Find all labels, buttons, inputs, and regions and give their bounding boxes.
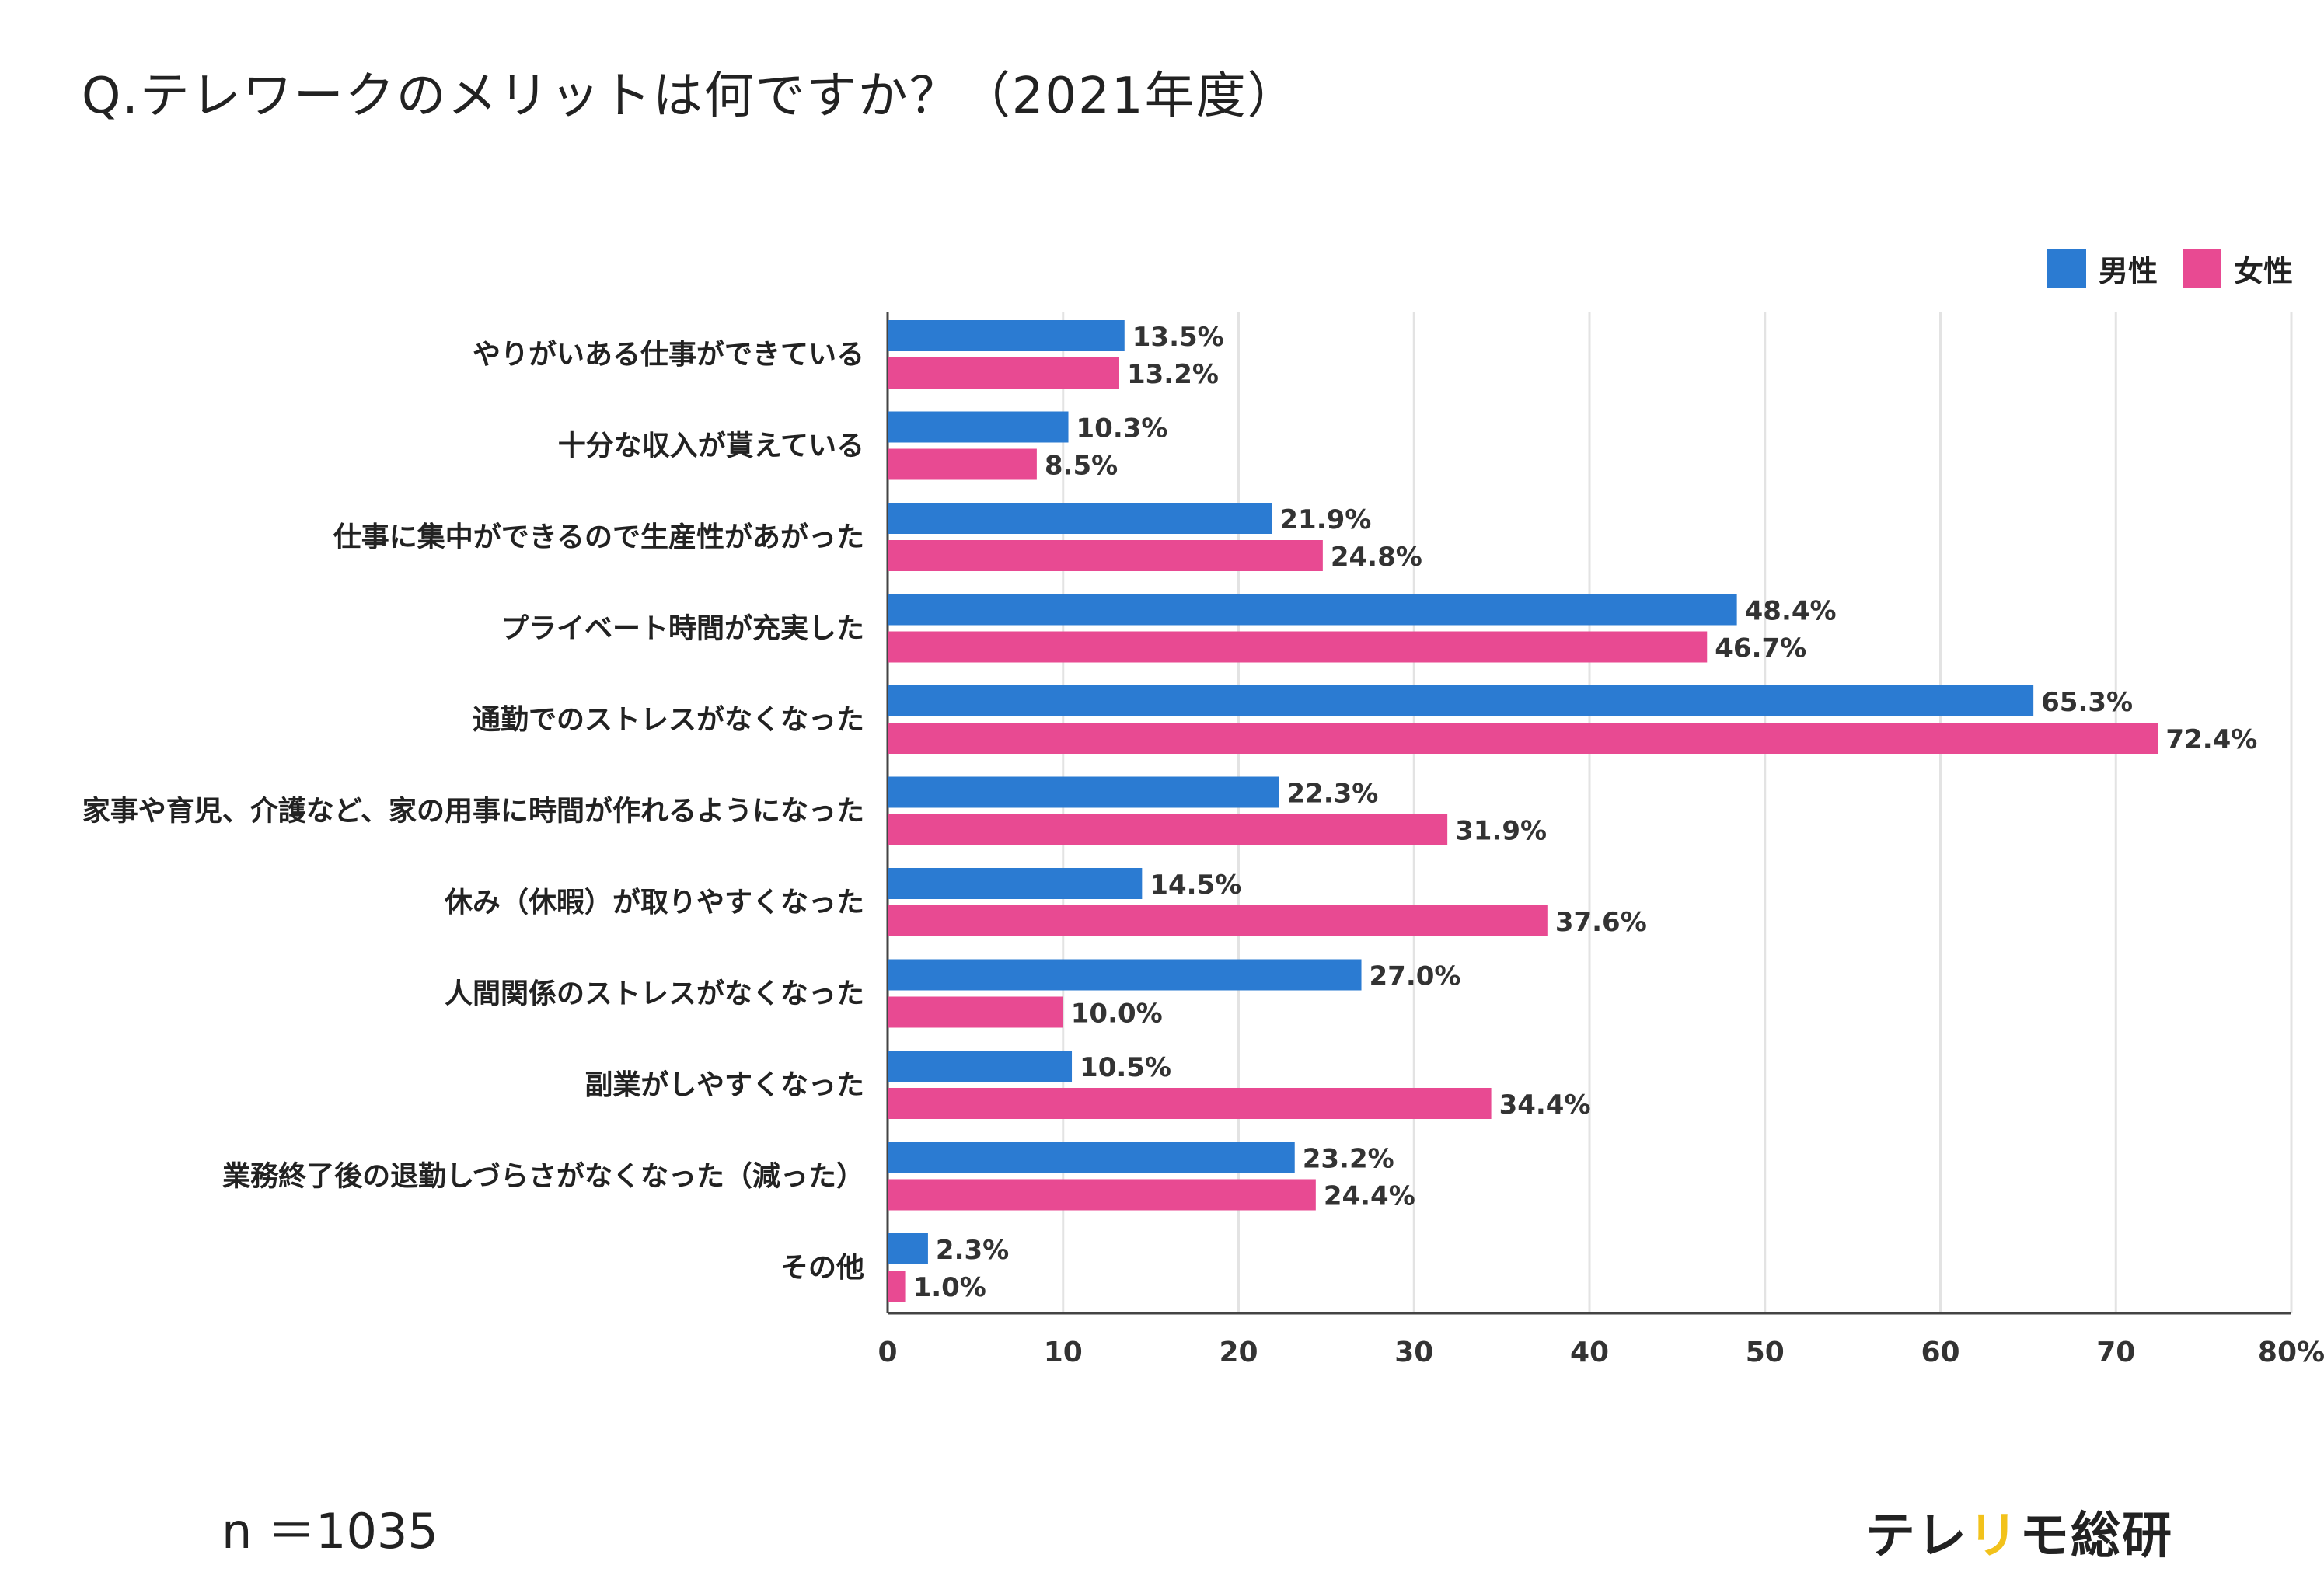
x-tick-label: 40 [1570, 1337, 1609, 1368]
data-label-female: 46.7% [1715, 633, 1806, 664]
data-label-male: 2.3% [936, 1235, 1009, 1266]
data-label-male: 65.3% [2041, 687, 2133, 718]
bar-female [888, 996, 1063, 1028]
bar-male [888, 411, 1069, 443]
bar-male [888, 503, 1272, 534]
category-label: 家事や育児、介護など、家の用事に時間が作れるようになった [82, 796, 864, 828]
category-label: やりがいある仕事ができている [473, 339, 864, 371]
category-label: 十分な収入が貰えている [558, 430, 864, 462]
x-tick-label: 10 [1044, 1337, 1083, 1368]
bar-female [888, 905, 1548, 936]
legend-item-male: 男性 [2047, 247, 2158, 290]
data-label-male: 21.9% [1279, 504, 1371, 535]
data-label-male: 10.3% [1077, 413, 1168, 444]
bar-male [888, 1233, 928, 1264]
brand-text-accent: リ [1968, 1508, 2019, 1565]
legend-item-female: 女性 [2182, 247, 2293, 290]
data-label-female: 8.5% [1045, 451, 1118, 482]
bar-female [888, 1179, 1316, 1211]
category-label: 仕事に集中ができるので生産性があがった [333, 521, 864, 553]
x-tick-label: 20 [1219, 1337, 1258, 1368]
data-label-female: 24.8% [1331, 542, 1422, 573]
data-label-male: 27.0% [1370, 961, 1461, 992]
x-tick-label: 80% [2258, 1337, 2324, 1368]
data-label-female: 31.9% [1455, 816, 1547, 847]
bar-male [888, 776, 1279, 808]
bar-male [888, 1051, 1073, 1082]
data-label-female: 24.4% [1324, 1181, 1415, 1212]
bar-female [888, 723, 2158, 754]
data-label-female: 1.0% [913, 1272, 986, 1303]
data-label-female: 37.6% [1555, 907, 1647, 938]
category-label: 業務終了後の退勤しづらさがなくなった（減った） [222, 1161, 864, 1193]
bar-female [888, 1088, 1492, 1119]
bar-female [888, 357, 1119, 389]
category-label: 副業がしやすくなった [584, 1069, 864, 1101]
category-label: 通勤でのストレスがなくなった [473, 704, 864, 736]
bar-female [888, 814, 1448, 845]
bar-female [888, 631, 1708, 663]
data-label-male: 14.5% [1150, 870, 1241, 901]
category-label: その他 [780, 1252, 864, 1284]
legend-swatch-female [2182, 249, 2221, 288]
bar-male [888, 868, 1143, 899]
bar-female [888, 448, 1037, 480]
data-label-male: 13.5% [1132, 322, 1224, 353]
x-tick-label: 70 [2096, 1337, 2135, 1368]
brand-text-part1: テレ [1865, 1508, 1968, 1565]
data-label-female: 72.4% [2165, 724, 2257, 755]
bar-male [888, 594, 1737, 626]
sample-size: n ＝1035 [222, 1503, 438, 1560]
x-tick-label: 50 [1746, 1337, 1785, 1368]
bar-male [888, 685, 2034, 716]
data-label-male: 48.4% [1745, 596, 1837, 627]
x-tick-label: 0 [878, 1337, 897, 1368]
legend-label-female: 女性 [2233, 254, 2293, 288]
chart-legend: 男性 女性 [2033, 247, 2293, 290]
bar-chart: 0 10 20 30 40 50 60 70 80% やりがいある仕事ができている 13.5% 13.… [82, 312, 2324, 1368]
data-label-female: 34.4% [1499, 1089, 1591, 1121]
data-label-female: 10.0% [1071, 999, 1163, 1030]
category-label: 人間関係のストレスがなくなった [445, 978, 864, 1010]
bar-male [888, 320, 1125, 351]
bar-male [888, 1142, 1295, 1173]
bar-female [888, 1271, 906, 1302]
brand-text-part2: モ総研 [2019, 1508, 2173, 1565]
page-title: Q.テレワークのメリットは何ですか？（2021年度） [82, 68, 1299, 125]
brand-logo: テレリモ総研 [1865, 1496, 2173, 1567]
legend-label-male: 男性 [2098, 254, 2158, 288]
category-label: 休み（休暇）が取りやすくなった [444, 887, 864, 919]
data-label-male: 23.2% [1303, 1144, 1394, 1175]
data-label-male: 22.3% [1286, 779, 1378, 810]
category-label: プライベート時間が充実した [501, 613, 864, 645]
x-tick-label: 60 [1921, 1337, 1959, 1368]
x-tick-label: 30 [1394, 1337, 1433, 1368]
legend-swatch-male [2047, 249, 2086, 288]
bar-female [888, 540, 1323, 571]
data-label-male: 10.5% [1080, 1052, 1171, 1083]
bar-male [888, 959, 1362, 991]
data-label-female: 13.2% [1127, 359, 1219, 390]
